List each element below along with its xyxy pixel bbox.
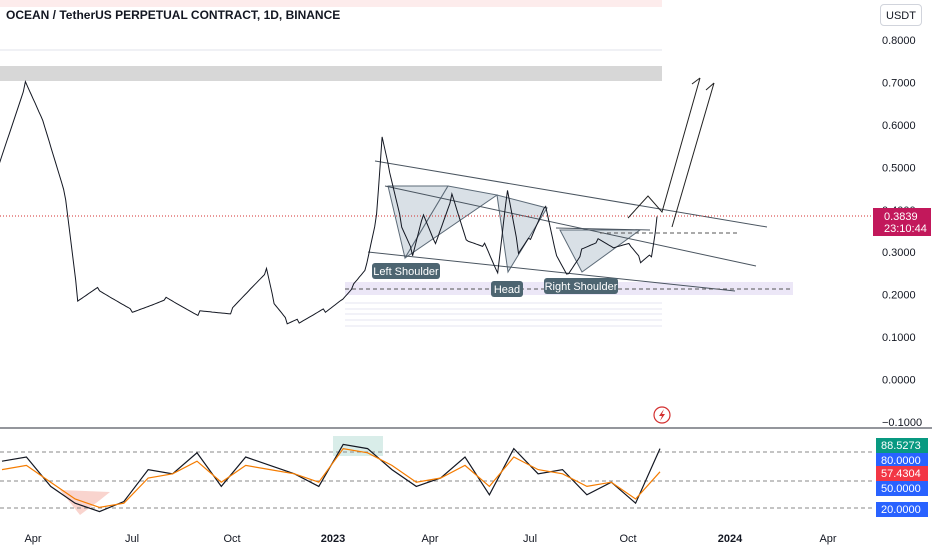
- countdown-value: 23:10:44: [884, 223, 927, 235]
- arrow-head-b: [705, 82, 715, 91]
- time-tick: Apr: [421, 533, 438, 545]
- time-tick: Oct: [619, 533, 636, 545]
- osc-20-value: 20.0000: [881, 504, 921, 516]
- osc-lines: [1, 443, 661, 513]
- head-text: Head: [494, 284, 520, 296]
- osc-badge-d: [876, 466, 928, 481]
- price-tick: 0.0000: [882, 375, 916, 387]
- osc-badge-50: [876, 481, 928, 496]
- resistance-zone: [0, 66, 662, 81]
- label-head: Head: [491, 281, 523, 297]
- time-tick: Apr: [819, 533, 836, 545]
- osc-80-value: 80.0000: [881, 455, 921, 467]
- time-tick: Apr: [24, 533, 41, 545]
- price-line-group: [0, 79, 658, 325]
- lower-trendline: [367, 251, 736, 292]
- chart-title: OCEAN / TetherUS PERPETUAL CONTRACT, 1D,…: [6, 8, 340, 22]
- fib-lines: [345, 302, 662, 327]
- price-series-line: [0, 79, 658, 325]
- osc-d-value: 57.4304: [881, 468, 921, 480]
- label-right-shoulder: Right Shoulder: [544, 278, 618, 294]
- label-left-shoulder: Left Shoulder: [372, 263, 440, 279]
- time-tick: 2023: [321, 533, 345, 545]
- projection-path-a: [627, 77, 701, 219]
- price-tick: 0.7000: [882, 77, 916, 89]
- time-tick: Oct: [223, 533, 240, 545]
- neckline: [384, 185, 757, 267]
- osc-levels: [0, 451, 873, 509]
- time-tick: Jul: [125, 533, 139, 545]
- time-axis: Apr Jul Oct 2023 Apr Jul Oct 2024 Apr: [24, 533, 836, 545]
- price-tick: 0.3000: [882, 247, 916, 259]
- osc-badge-k: [876, 438, 928, 453]
- time-tick: Jul: [523, 533, 537, 545]
- price-tick: 0.6000: [882, 120, 916, 132]
- osc-badge-80: [876, 453, 928, 468]
- osc-badges: 88.5273 80.0000 57.4304 50.0000 20.0000: [876, 438, 928, 517]
- left-shoulder-text: Left Shoulder: [373, 266, 439, 278]
- osc-badge-20: [876, 502, 928, 517]
- arrow-head-a: [691, 77, 701, 85]
- trend-lines: [367, 160, 768, 292]
- price-tick: 0.5000: [882, 162, 916, 174]
- projection-path-b: [671, 82, 715, 228]
- price-tick: −0.1000: [882, 417, 922, 429]
- right-shoulder-triangle: [559, 229, 642, 273]
- osc-d-line: [1, 447, 661, 509]
- breakout-line: [555, 227, 651, 231]
- last-price-badge: 0.3839 23:10:44: [873, 208, 931, 236]
- price-tick: 0.8000: [882, 35, 916, 47]
- upper-trendline: [374, 160, 768, 228]
- currency-button[interactable]: USDT: [880, 4, 922, 26]
- last-price-value: 0.3839: [884, 211, 918, 223]
- osc-k-line: [1, 443, 661, 513]
- right-shoulder-text: Right Shoulder: [545, 281, 618, 293]
- alert-strip: [0, 0, 662, 7]
- osc-50-value: 50.0000: [881, 483, 921, 495]
- osc-k-value: 88.5273: [881, 440, 921, 452]
- head-triangle: [496, 194, 548, 274]
- projection-arrows: [627, 77, 715, 228]
- flash-icon[interactable]: [653, 406, 671, 424]
- price-tick: 0.2000: [882, 290, 916, 302]
- time-tick: 2024: [718, 533, 743, 545]
- price-tick: 0.1000: [882, 332, 916, 344]
